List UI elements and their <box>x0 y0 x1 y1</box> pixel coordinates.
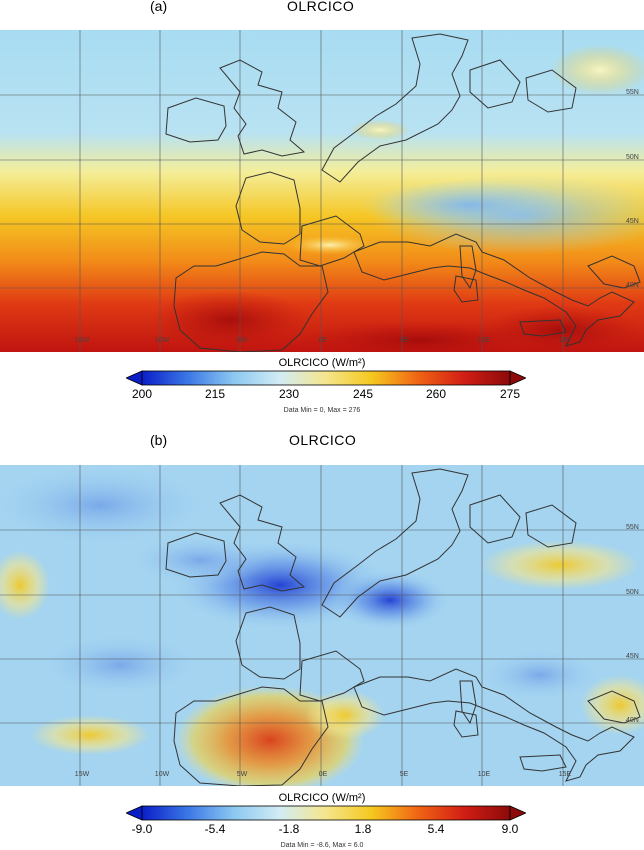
lon-label: 5W <box>236 771 248 778</box>
colorbar-tick: 9.0 <box>501 822 519 836</box>
colorbar-tick: 230 <box>278 387 300 401</box>
colorbar <box>126 370 526 386</box>
lat-label: 55N <box>626 524 639 531</box>
colorbar-min-arrow <box>126 370 143 386</box>
colorbar-tick: 1.8 <box>354 822 372 836</box>
lat-label: 55N <box>626 89 639 96</box>
colorbar-tick: -1.8 <box>278 822 300 836</box>
lon-label: 15W <box>74 771 90 778</box>
lon-label: 10W <box>154 771 170 778</box>
lon-label: 10E <box>477 337 491 344</box>
lon-label: 5E <box>399 337 409 344</box>
graticule <box>0 30 644 352</box>
lon-label: 5W <box>236 337 248 344</box>
graticule <box>0 465 644 786</box>
lon-label: 15E <box>558 771 572 778</box>
map-canvas <box>0 465 644 786</box>
colorbar-tick: 215 <box>204 387 226 401</box>
colorbar-min-arrow <box>126 805 143 821</box>
map-frame: 15W 10W 5W 0E 5E 10E 15E 40N 45N 50N 55N <box>0 465 644 786</box>
lon-label: 10W <box>154 337 170 344</box>
colorbar-max-arrow <box>509 370 526 386</box>
colorbar-max-arrow <box>509 805 526 821</box>
lon-label: 0E <box>318 771 328 778</box>
lat-label: 45N <box>626 218 639 225</box>
colorbar <box>126 805 526 821</box>
colorbar-tick: 260 <box>425 387 447 401</box>
lat-label: 50N <box>626 589 639 596</box>
colorbar-tick: 245 <box>352 387 374 401</box>
colorbar-tick: 275 <box>499 387 521 401</box>
colorbar-tick: 200 <box>131 387 153 401</box>
lon-label: 5E <box>399 771 409 778</box>
lon-label: 15E <box>558 337 572 344</box>
map-canvas <box>0 30 644 352</box>
panel-a: (a) OLRCICO <box>0 0 644 414</box>
panel-label: (a) <box>150 0 168 14</box>
coastlines <box>165 468 641 786</box>
colorbar-title: OLRCICO (W/m²) <box>278 792 366 804</box>
colorbar-title: OLRCICO (W/m²) <box>278 357 366 369</box>
lat-label: 50N <box>626 154 639 161</box>
lat-label: 45N <box>626 653 639 660</box>
panel-b: (b) OLRCICO <box>0 430 644 850</box>
panel-title: OLRCICO <box>287 0 355 14</box>
data-min-max: Data Min = 0, Max = 276 <box>283 407 361 414</box>
coastlines <box>165 33 641 352</box>
lon-label: 15W <box>74 337 90 344</box>
panel-title: OLRCICO <box>289 432 357 448</box>
data-min-max: Data Min = -8.6, Max = 6.0 <box>280 842 364 849</box>
colorbar-tick: 5.4 <box>427 822 445 836</box>
lat-label: 40N <box>626 717 639 724</box>
lat-label: 40N <box>626 282 639 289</box>
colorbar-tick: -9.0 <box>131 822 153 836</box>
lon-label: 10E <box>477 771 491 778</box>
panel-label: (b) <box>150 432 168 448</box>
colorbar-tick: -5.4 <box>204 822 226 836</box>
map-frame: 15W 10W 5W 0E 5E 10E 15E 40N 45N 50N 55N <box>0 30 644 352</box>
lon-label: 0E <box>318 337 328 344</box>
